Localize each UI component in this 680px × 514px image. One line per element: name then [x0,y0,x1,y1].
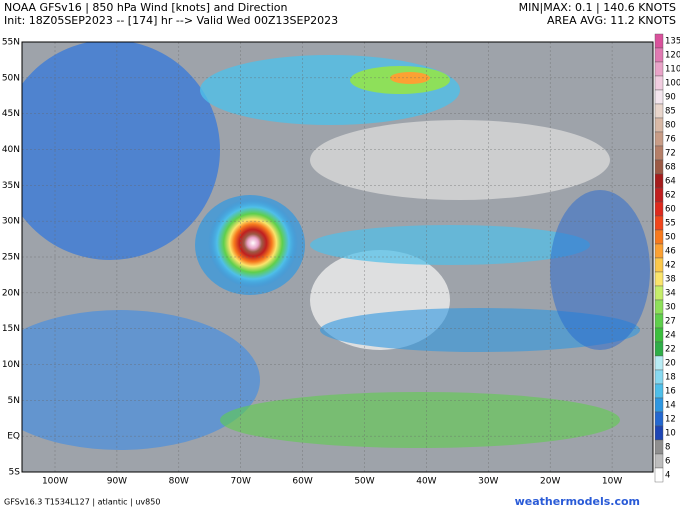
colorbar-label: 14 [665,401,676,411]
colorbar-swatch [654,47,664,63]
colorbar-swatch [654,271,664,287]
latitude-label: 15N [2,324,20,334]
latitude-label: 20N [2,288,20,298]
colorbar-swatch [654,215,664,231]
colorbar-swatch [654,131,664,147]
colorbar-label: 6 [665,457,670,467]
colorbar-label: 120 [665,51,680,61]
colorbar-swatch [654,173,664,189]
latitude-label: 25N [2,253,20,263]
map [22,42,653,472]
colorbar-swatch [654,61,664,77]
site-link[interactable]: weathermodels.com [515,495,640,508]
colorbar-label: 72 [665,149,676,159]
colorbar-label: 60 [665,205,676,215]
colorbar-swatch [654,467,664,483]
longitude-label: 30W [478,477,498,487]
colorbar-swatch [654,89,664,105]
colorbar-swatch [654,327,664,343]
colorbar-label: 10 [665,429,676,439]
model-info: GFSv16.3 T1534L127 | atlantic | uv850 [4,498,160,507]
colorbar-label: 135 [665,37,680,47]
area-average: AREA AVG: 11.2 KNOTS [547,14,676,27]
colorbar-label: 50 [665,233,676,243]
latitude-label: 5N [8,396,20,406]
longitude-label: 60W [292,477,312,487]
colorbar-swatch [654,383,664,399]
longitude-label: 70W [231,477,251,487]
longitude-label: 20W [540,477,560,487]
longitude-label: 80W [169,477,189,487]
colorbar-label: 4 [665,471,670,481]
longitude-label: 100W [42,477,68,487]
colorbar-swatch [654,341,664,357]
min-max: MIN|MAX: 0.1 | 140.6 KNOTS [519,1,676,14]
colorbar-swatch [654,313,664,329]
colorbar-label: 100 [665,79,680,89]
colorbar-label: 80 [665,121,676,131]
latitude-label: 55N [2,38,20,48]
colorbar-label: 18 [665,373,676,383]
colorbar-label: 110 [665,65,680,75]
colorbar-swatch [654,75,664,91]
colorbar-swatch [654,159,664,175]
colorbar-swatch [654,103,664,119]
colorbar-label: 30 [665,303,676,313]
colorbar-swatch [654,33,664,49]
colorbar-swatch [654,187,664,203]
colorbar-swatch [654,145,664,161]
latitude-label: EQ [7,432,20,442]
colorbar-swatch [654,243,664,259]
init-time: Init: 18Z05SEP2023 -- [174] hr --> Valid… [4,14,338,27]
colorbar-label: 42 [665,261,676,271]
colorbar-swatch [654,355,664,371]
colorbar-label: 55 [665,219,676,229]
colorbar-label: 64 [665,177,676,187]
colorbar-label: 68 [665,163,676,173]
latitude-label: 35N [2,181,20,191]
latitude-label: 10N [2,360,20,370]
colorbar-label: 34 [665,289,676,299]
longitude-label: 90W [107,477,127,487]
longitude-label: 40W [416,477,436,487]
colorbar-swatch [654,117,664,133]
colorbar-swatch [654,285,664,301]
map-frame [21,41,654,473]
colorbar-swatch [654,299,664,315]
longitude-label: 10W [602,477,622,487]
colorbar-label: 22 [665,345,676,355]
colorbar-swatch [654,425,664,441]
colorbar-label: 12 [665,415,676,425]
colorbar-label: 85 [665,107,676,117]
colorbar-label: 27 [665,317,676,327]
colorbar-swatch [654,257,664,273]
colorbar-swatch [654,397,664,413]
colorbar-label: 90 [665,93,676,103]
colorbar-swatch [654,453,664,469]
colorbar-swatch [654,229,664,245]
colorbar-label: 24 [665,331,676,341]
latitude-label: 30N [2,217,20,227]
latitude-label: 5S [9,468,21,478]
colorbar-label: 76 [665,135,676,145]
latitude-label: 40N [2,145,20,155]
colorbar-label: 46 [665,247,676,257]
colorbar-swatch [654,439,664,455]
colorbar-swatch [654,411,664,427]
colorbar-swatch [654,201,664,217]
colorbar-label: 8 [665,443,670,453]
colorbar-label: 16 [665,387,676,397]
latitude-label: 50N [2,73,20,83]
longitude-label: 50W [354,477,374,487]
colorbar-label: 38 [665,275,676,285]
colorbar-label: 20 [665,359,676,369]
title: NOAA GFSv16 | 850 hPa Wind [knots] and D… [4,1,287,14]
colorbar-label: 62 [665,191,676,201]
latitude-label: 45N [2,109,20,119]
colorbar-swatch [654,369,664,385]
